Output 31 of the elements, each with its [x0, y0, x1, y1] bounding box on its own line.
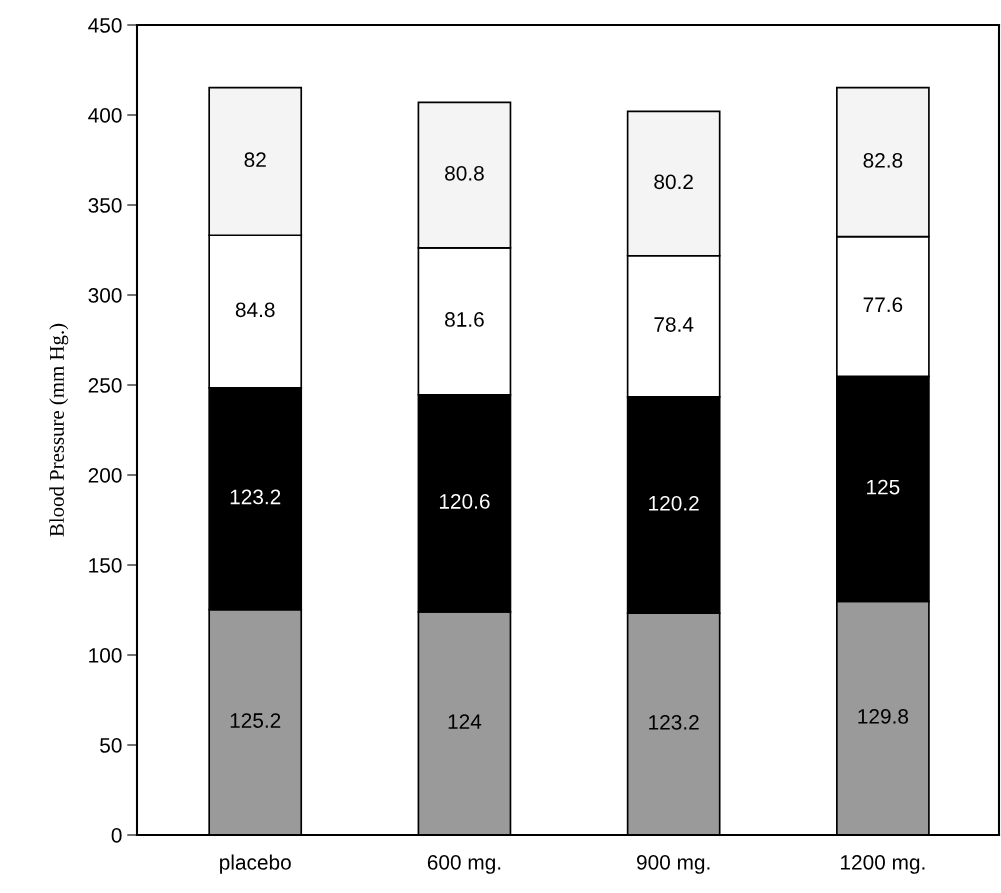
data-label: 77.6 — [863, 297, 903, 313]
y-tick-label: 350 — [88, 198, 122, 213]
y-tick-label: 0 — [111, 828, 122, 843]
data-label: 120.2 — [649, 495, 699, 511]
x-tick-label: placebo — [220, 854, 291, 874]
y-axis-title: Blood Pressure (mm Hg.) — [49, 323, 69, 537]
data-label: 125 — [867, 479, 900, 495]
y-tick-label: 400 — [88, 108, 122, 123]
y-tick-label: 450 — [88, 18, 122, 33]
data-label: 123.2 — [649, 714, 699, 730]
data-label: 82 — [244, 152, 266, 168]
data-label: 82.8 — [863, 153, 903, 168]
x-tick-label: 600 mg. — [427, 854, 501, 874]
data-label: 80.2 — [654, 174, 693, 190]
x-tick-label: 1200 mg. — [841, 854, 925, 874]
data-label: 120.6 — [439, 494, 490, 509]
y-tick-label: 300 — [88, 288, 122, 303]
data-label: 80.8 — [445, 165, 484, 181]
y-tick-label: 100 — [89, 648, 122, 663]
y-tick-label: 200 — [88, 468, 122, 483]
y-tick-label: 250 — [88, 378, 122, 393]
y-tick-label: 150 — [89, 558, 122, 573]
y-tick-label: 50 — [100, 738, 122, 753]
data-label: 124 — [448, 714, 482, 729]
data-label: 123.2 — [230, 489, 281, 505]
data-label: 125.2 — [230, 713, 281, 728]
data-label: 81.6 — [445, 312, 484, 327]
x-tick-label: 900 mg. — [637, 854, 710, 874]
data-label: 129.8 — [858, 709, 909, 724]
data-label: 84.8 — [235, 302, 275, 318]
data-label: 78.4 — [654, 317, 694, 332]
